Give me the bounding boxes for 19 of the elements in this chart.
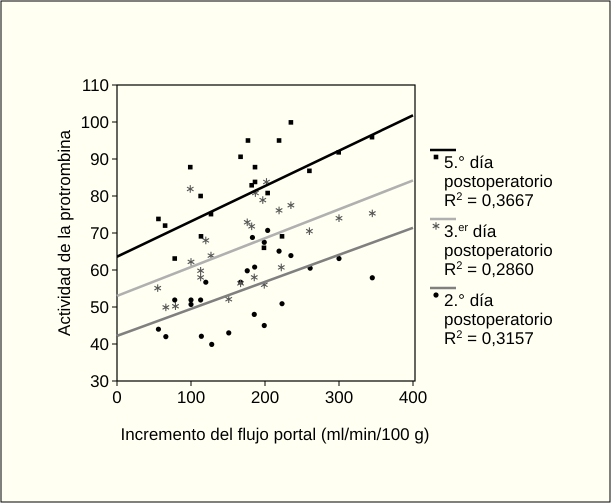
x-tick-label: 300	[324, 388, 354, 407]
y-axis-title: Actividad de la protrombina	[55, 129, 74, 336]
y-tick-label: 80	[90, 186, 109, 206]
y-tick-label: 110	[82, 76, 109, 95]
x-axis-title: Incremento del flujo portal (ml/min/100 g)	[120, 425, 430, 444]
y-tick-label: 90	[90, 150, 109, 169]
y-tick-label: 100	[80, 112, 109, 132]
x-tick-label: 0	[112, 388, 122, 407]
y-tick-label: 50	[90, 298, 109, 317]
x-tick-label: 200	[250, 388, 280, 407]
y-tick-label: 40	[90, 334, 109, 354]
x-tick-label: 400	[398, 388, 428, 407]
legend-label: 3.$^{er}$ día postoperatorio R$^{2}$ = 0,2860	[444, 222, 553, 279]
y-tick-label: 30	[90, 372, 109, 391]
y-tick-label: 70	[90, 224, 109, 243]
y-tick-label: 60	[90, 260, 109, 280]
x-tick-label: 100	[176, 388, 206, 407]
legend-label: 5.° día postoperatorio R$^{2}$ = 0,3667	[444, 153, 553, 210]
legend-label: 2.° día postoperatorio R$^{2}$ = 0,3157	[444, 291, 553, 348]
